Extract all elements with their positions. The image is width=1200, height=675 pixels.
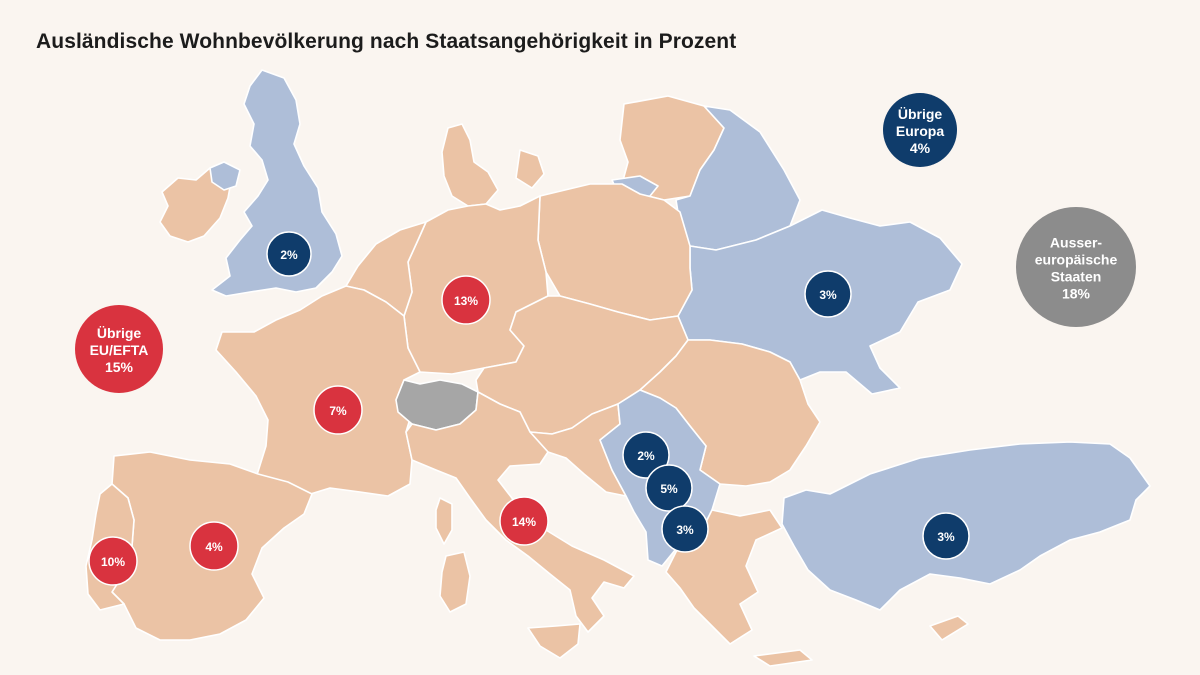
country-poland bbox=[537, 183, 693, 321]
country-cyprus bbox=[929, 615, 969, 641]
bubble-portugal: 10% bbox=[88, 536, 138, 586]
bubble-layer: 2%13%7%4%10%14%2%5%3%3%3%ÜbrigeEU/EFTA15… bbox=[75, 93, 1136, 586]
country-crete bbox=[753, 649, 813, 667]
country-benelux bbox=[345, 221, 427, 317]
bubble-circle bbox=[499, 496, 549, 546]
group-bubble-line: 4% bbox=[910, 140, 931, 156]
bubble-turkey: 3% bbox=[922, 512, 970, 560]
group-bubble-line: Übrige bbox=[97, 325, 142, 341]
bubble-uk: 2% bbox=[266, 231, 312, 277]
group-bubble-circle bbox=[1016, 207, 1136, 327]
bubble-label: 2% bbox=[280, 248, 298, 262]
bubble-circle bbox=[804, 270, 852, 318]
bubble-kosovo: 5% bbox=[645, 464, 693, 512]
bubble-circle bbox=[661, 505, 709, 553]
page-title: Ausländische Wohnbevölkerung nach Staats… bbox=[36, 30, 737, 53]
bubble-label: 5% bbox=[660, 482, 678, 496]
group-bubble-line: EU/EFTA bbox=[90, 342, 149, 358]
bubble-france: 7% bbox=[313, 385, 363, 435]
group-bubble-line: Ausser- bbox=[1050, 235, 1102, 251]
bubble-ukraine: 3% bbox=[804, 270, 852, 318]
bubble-label: 13% bbox=[454, 294, 478, 308]
bubble-circle bbox=[922, 512, 970, 560]
country-shapes bbox=[85, 69, 1151, 667]
bubble-circle bbox=[88, 536, 138, 586]
country-northern-ireland bbox=[209, 161, 241, 191]
country-sicily bbox=[527, 623, 581, 659]
bubble-circle bbox=[266, 231, 312, 277]
bubble-bosnia-serbia: 2% bbox=[622, 431, 670, 479]
group-bubble-line: 15% bbox=[105, 359, 134, 375]
bubble-label: 3% bbox=[937, 530, 955, 544]
bubble-italy: 14% bbox=[499, 496, 549, 546]
group-bubble-line: Europa bbox=[896, 123, 944, 139]
bubble-germany: 13% bbox=[441, 275, 491, 325]
group-bubble-line: Staaten bbox=[1051, 269, 1102, 285]
country-sardinia bbox=[439, 551, 471, 613]
bubble-label: 3% bbox=[819, 288, 837, 302]
bubble-circle bbox=[189, 521, 239, 571]
group-bubble-line: Übrige bbox=[898, 106, 943, 122]
bubble-label: 3% bbox=[676, 523, 694, 537]
group-bubble-circle bbox=[883, 93, 957, 167]
country-uk bbox=[211, 69, 343, 297]
group-bubble-line: 18% bbox=[1062, 286, 1091, 302]
country-corsica bbox=[435, 497, 453, 545]
group-bubble-circle bbox=[75, 305, 163, 393]
bubble-north-macedonia: 3% bbox=[661, 505, 709, 553]
bubble-label: 7% bbox=[329, 404, 347, 418]
bubble-label: 14% bbox=[512, 515, 536, 529]
bubble-label: 10% bbox=[101, 555, 125, 569]
country-sweden-tip bbox=[515, 149, 545, 189]
bubble-circle bbox=[313, 385, 363, 435]
bubble-circle bbox=[441, 275, 491, 325]
bubble-label: 4% bbox=[205, 540, 223, 554]
bubble-circle bbox=[622, 431, 670, 479]
bubble-spain: 4% bbox=[189, 521, 239, 571]
group-bubble-line: europäische bbox=[1035, 252, 1118, 268]
country-denmark bbox=[441, 123, 499, 207]
bubble-circle bbox=[645, 464, 693, 512]
bubble-label: 2% bbox=[637, 449, 655, 463]
